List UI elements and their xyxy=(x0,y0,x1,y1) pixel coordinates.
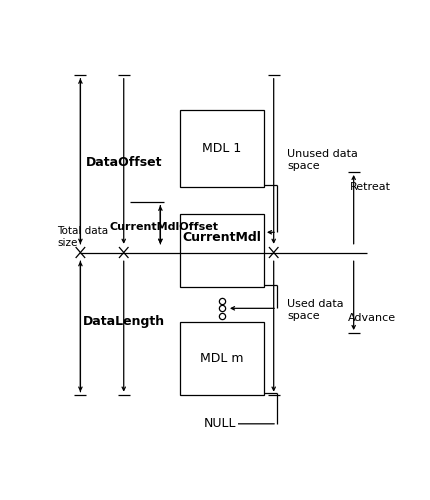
Text: MDL m: MDL m xyxy=(200,352,244,365)
Text: Retreat: Retreat xyxy=(350,182,391,192)
Bar xyxy=(181,214,264,287)
Text: NULL: NULL xyxy=(204,418,237,430)
Bar xyxy=(181,322,264,395)
Text: Total data
size: Total data size xyxy=(57,226,108,248)
Text: MDL 1: MDL 1 xyxy=(203,142,242,155)
Text: Advance: Advance xyxy=(348,313,396,323)
Text: Used data
space: Used data space xyxy=(287,299,344,322)
Text: DataLength: DataLength xyxy=(83,316,165,328)
Text: CurrentMdlOffset: CurrentMdlOffset xyxy=(109,222,218,232)
Text: DataOffset: DataOffset xyxy=(86,156,162,168)
Bar xyxy=(181,110,264,187)
Text: CurrentMdl: CurrentMdl xyxy=(183,231,261,244)
Text: Unused data
space: Unused data space xyxy=(287,149,358,172)
